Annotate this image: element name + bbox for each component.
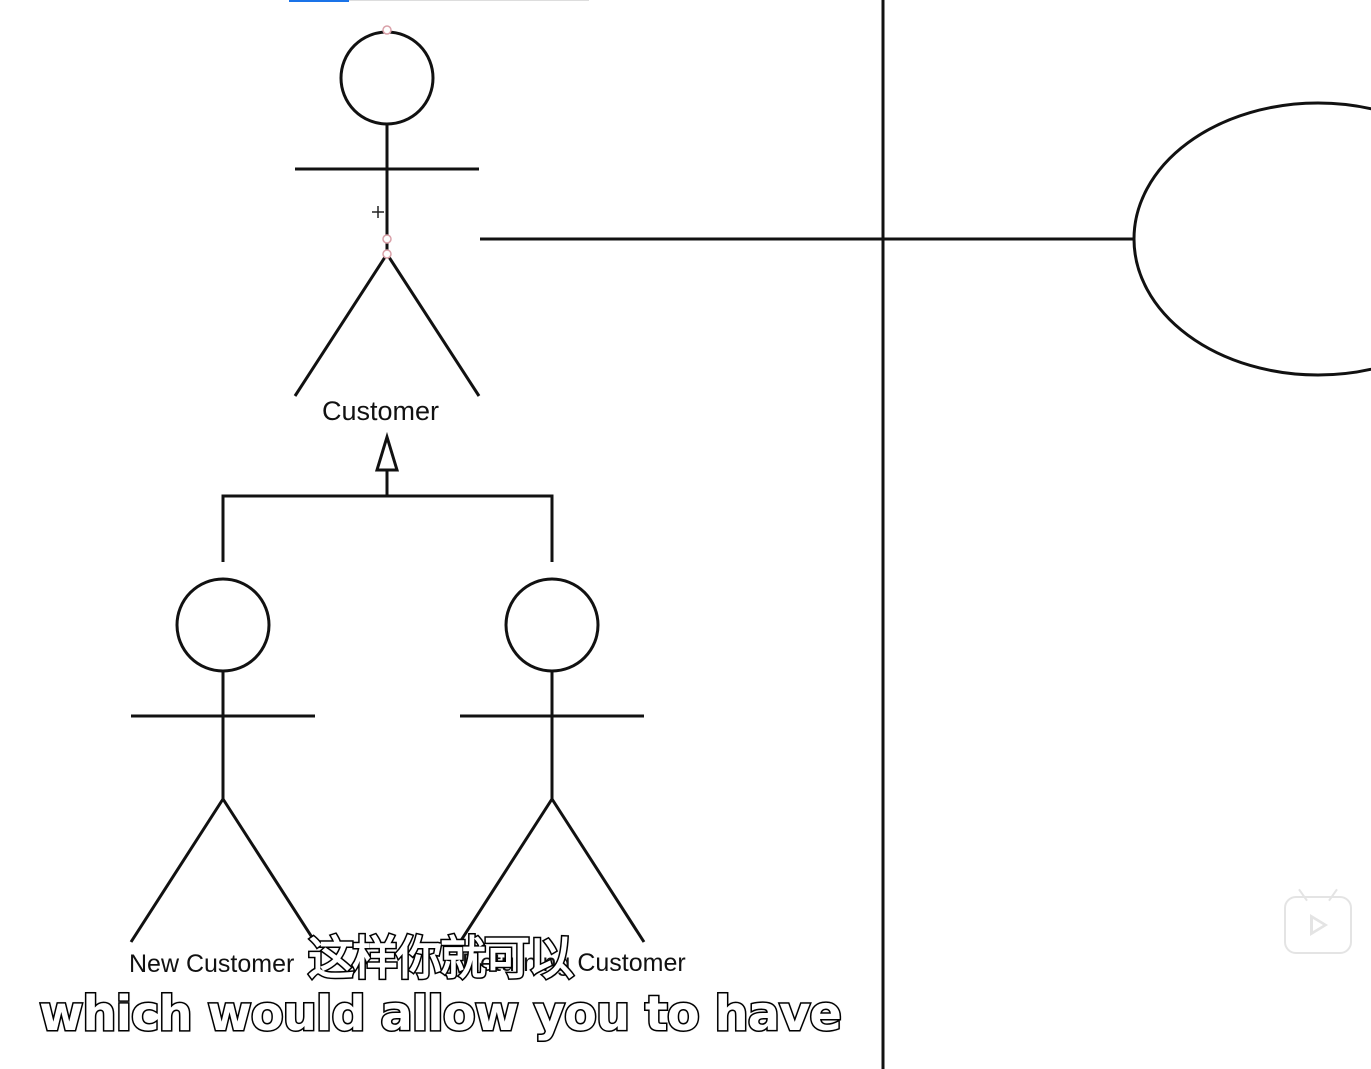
selection-handle-top[interactable] [382,25,392,35]
actor-new-customer[interactable] [129,577,317,943]
actor-new-customer-left-leg [129,798,225,943]
actor-returning-customer-right-leg [550,798,646,943]
actor-customer-left-leg [293,253,389,397]
selection-handle-low[interactable] [382,249,392,259]
selection-handles[interactable] [382,25,392,259]
use-case-ellipse[interactable] [1132,101,1371,377]
actor-returning-customer[interactable] [458,577,646,943]
actor-new-customer-right-leg [221,798,317,943]
actor-customer-right-leg [385,253,481,397]
actor-returning-customer-head [504,577,600,673]
actor-customer-head [339,30,435,126]
inheritance-arrowhead [374,431,400,472]
subtitle-chinese: 这样你就可以 [307,930,576,987]
selection-handle-mid[interactable] [382,234,392,244]
toolbar-accent-bar [289,0,349,2]
actor-returning-customer-label: Returning Customer [462,949,686,977]
actor-customer-label: Customer [322,396,440,426]
connector-bracket [221,494,554,562]
toolbar-divider [349,0,589,1]
actor-returning-customer-left-leg [458,798,554,943]
generalization-connector[interactable] [221,431,554,562]
subtitle-english: which would allow you to have [38,985,844,1044]
bilibili-play-icon[interactable] [1284,888,1352,954]
actor-new-customer-head [175,577,271,673]
actor-new-customer-label: New Customer [129,950,295,978]
move-cursor-icon [372,206,384,218]
play-triangle-inner [1313,919,1323,931]
actor-customer[interactable] [293,30,481,397]
